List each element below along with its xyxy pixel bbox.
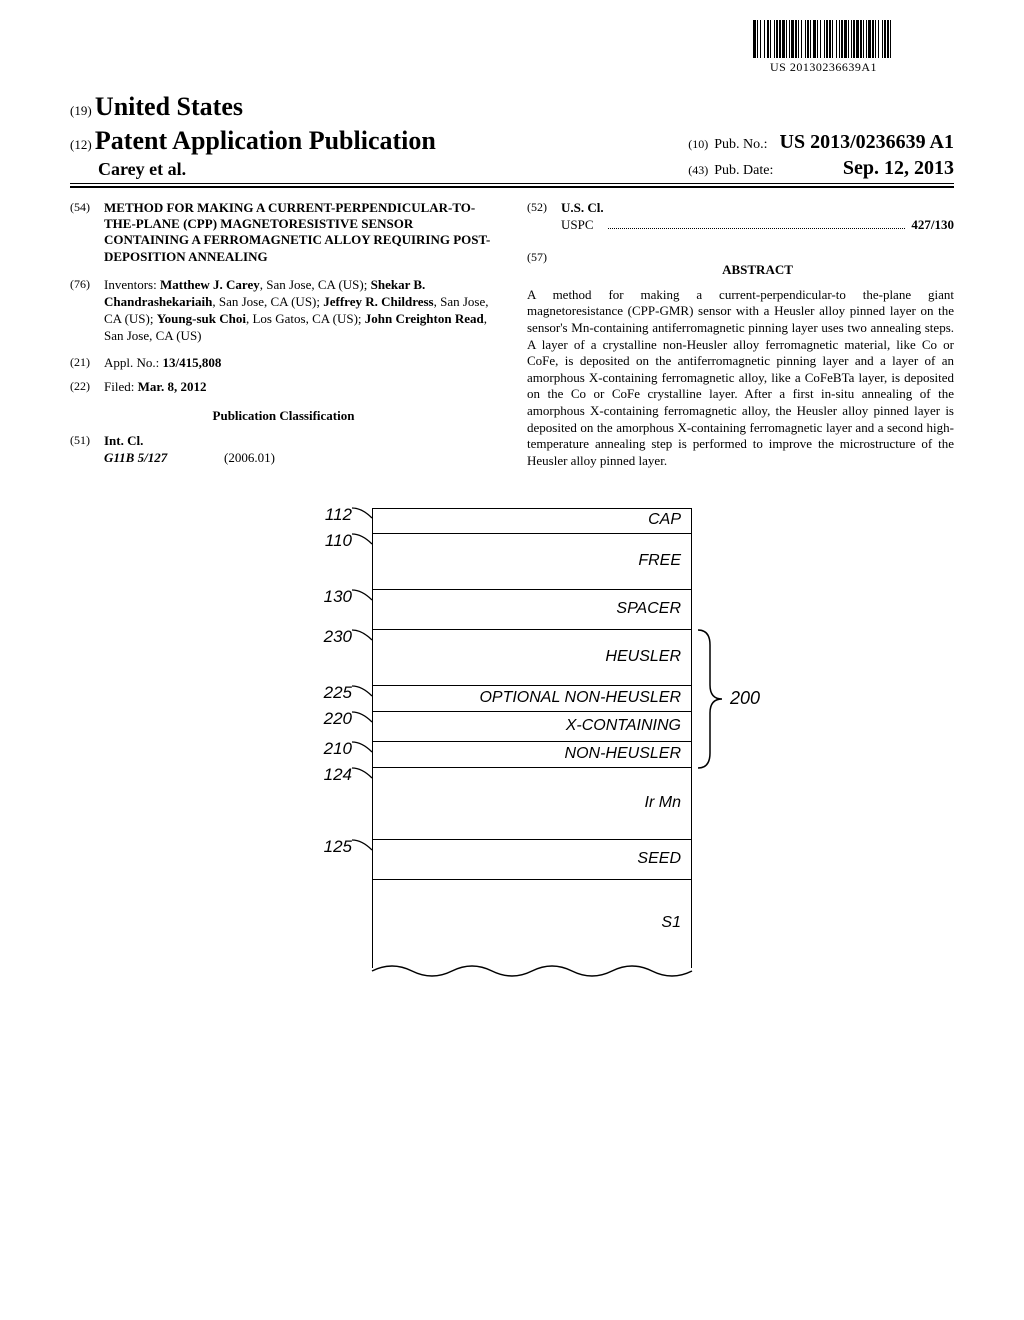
uscl-code: (52) <box>527 200 561 234</box>
barcode-block: US 20130236639A1 <box>753 20 894 76</box>
lead-line <box>350 684 380 704</box>
layer-ref: 210 <box>302 738 352 760</box>
layer-box: SPACER <box>372 590 692 630</box>
country-name: United States <box>95 92 243 121</box>
layer-label: X-CONTAINING <box>566 716 681 737</box>
lead-line <box>350 628 380 648</box>
right-column: (52) U.S. Cl. USPC 427/130 (57) ABSTRACT… <box>527 200 954 478</box>
applno-label: Appl. No.: <box>104 355 159 370</box>
pub-class-heading: Publication Classification <box>70 408 497 425</box>
pubno-value: US 2013/0236639 A1 <box>780 129 954 155</box>
inventors-label: Inventors: <box>104 277 157 292</box>
left-column: (54) METHOD FOR MAKING A CURRENT-PERPEND… <box>70 200 497 478</box>
layer-box: FREE <box>372 534 692 590</box>
layer-ref: 230 <box>302 626 352 648</box>
layer-label: SPACER <box>616 599 681 620</box>
inventor-name: Young-suk Choi <box>157 311 246 326</box>
lead-line <box>350 740 380 760</box>
layer-label: FREE <box>638 551 681 572</box>
layer-box: NON-HEUSLER <box>372 742 692 768</box>
abstract-code: (57) <box>527 250 561 287</box>
pub-label: Patent Application Publication <box>95 126 436 155</box>
filed-code: (22) <box>70 379 104 396</box>
lead-line <box>350 838 380 858</box>
brace-label: 200 <box>730 687 760 710</box>
layer-box: SEED <box>372 840 692 880</box>
inventor-name: Jeffrey R. Childress <box>323 294 433 309</box>
layer-ref: 124 <box>302 764 352 786</box>
country-code: (19) <box>70 103 92 118</box>
lead-line <box>350 766 380 786</box>
header-right: (10) Pub. No.: US 2013/0236639 A1 (43) P… <box>688 129 954 181</box>
layer-label: CAP <box>648 510 681 531</box>
inventor-name: John Creighton Read <box>365 311 484 326</box>
layer-label: Ir Mn <box>645 793 681 814</box>
layer-ref: 125 <box>302 836 352 858</box>
pubdate-value: Sep. 12, 2013 <box>843 155 954 181</box>
layer-label: SEED <box>637 849 681 870</box>
layer-box: HEUSLER <box>372 630 692 686</box>
pubno-label: Pub. No.: <box>714 136 767 154</box>
layer-ref: 225 <box>302 682 352 704</box>
layer-ref: 112 <box>302 504 352 526</box>
layer-label: OPTIONAL NON-HEUSLER <box>479 688 681 709</box>
layer-ref: 220 <box>302 708 352 730</box>
layer-box: OPTIONAL NON-HEUSLER <box>372 686 692 712</box>
lead-line <box>350 532 380 552</box>
intcl-label: Int. Cl. <box>104 433 143 448</box>
inventor-name: Matthew J. Carey <box>160 277 260 292</box>
title-code: (54) <box>70 200 104 265</box>
abstract-heading: ABSTRACT <box>561 262 954 279</box>
intcl-year: (2006.01) <box>224 450 275 467</box>
layer-box: Ir Mn <box>372 768 692 840</box>
uspc-label: USPC <box>561 217 594 234</box>
layer-box: CAP <box>372 508 692 534</box>
layer-label: S1 <box>661 913 681 934</box>
header-country-row: (19) United States <box>70 90 954 124</box>
layer-ref: 110 <box>302 530 352 552</box>
authors-short: Carey et al. <box>98 158 436 181</box>
lead-line <box>350 710 380 730</box>
filed-label: Filed: <box>104 379 134 394</box>
inventors-list: Matthew J. Carey, San Jose, CA (US); She… <box>104 277 489 343</box>
intcl-class: G11B 5/127 <box>104 450 224 467</box>
filed-value: Mar. 8, 2012 <box>138 379 207 394</box>
layer-stack-diagram: CAP112FREE110SPACER130HEUSLER230OPTIONAL… <box>212 508 812 998</box>
uscl-label: U.S. Cl. <box>561 200 604 215</box>
pub-line-row: (12) Patent Application Publication <box>70 124 436 158</box>
pubdate-code: (43) <box>688 163 708 179</box>
layer-label: HEUSLER <box>605 647 681 668</box>
layer-ref: 130 <box>302 586 352 608</box>
applno-code: (21) <box>70 355 104 372</box>
inventors-code: (76) <box>70 277 104 345</box>
intcl-code: (51) <box>70 433 104 467</box>
layer-box: X-CONTAINING <box>372 712 692 742</box>
uspc-dots <box>608 228 906 229</box>
inventors-block: Inventors: Matthew J. Carey, San Jose, C… <box>104 277 497 345</box>
layer-label: NON-HEUSLER <box>565 744 681 765</box>
barcode-text: US 20130236639A1 <box>753 60 894 76</box>
barcode-graphic <box>753 20 894 58</box>
pubno-code: (10) <box>688 137 708 153</box>
lead-line <box>350 506 380 526</box>
uspc-value: 427/130 <box>911 217 954 234</box>
wavy-bottom <box>371 956 694 986</box>
invention-title: METHOD FOR MAKING A CURRENT-PERPENDICULA… <box>104 200 497 265</box>
pub-code: (12) <box>70 137 92 152</box>
pubdate-label: Pub. Date: <box>714 162 773 180</box>
lead-line <box>350 588 380 608</box>
abstract-text: A method for making a current-perpendicu… <box>527 287 954 470</box>
layer-box: S1 <box>372 880 692 968</box>
applno-value: 13/415,808 <box>163 355 222 370</box>
